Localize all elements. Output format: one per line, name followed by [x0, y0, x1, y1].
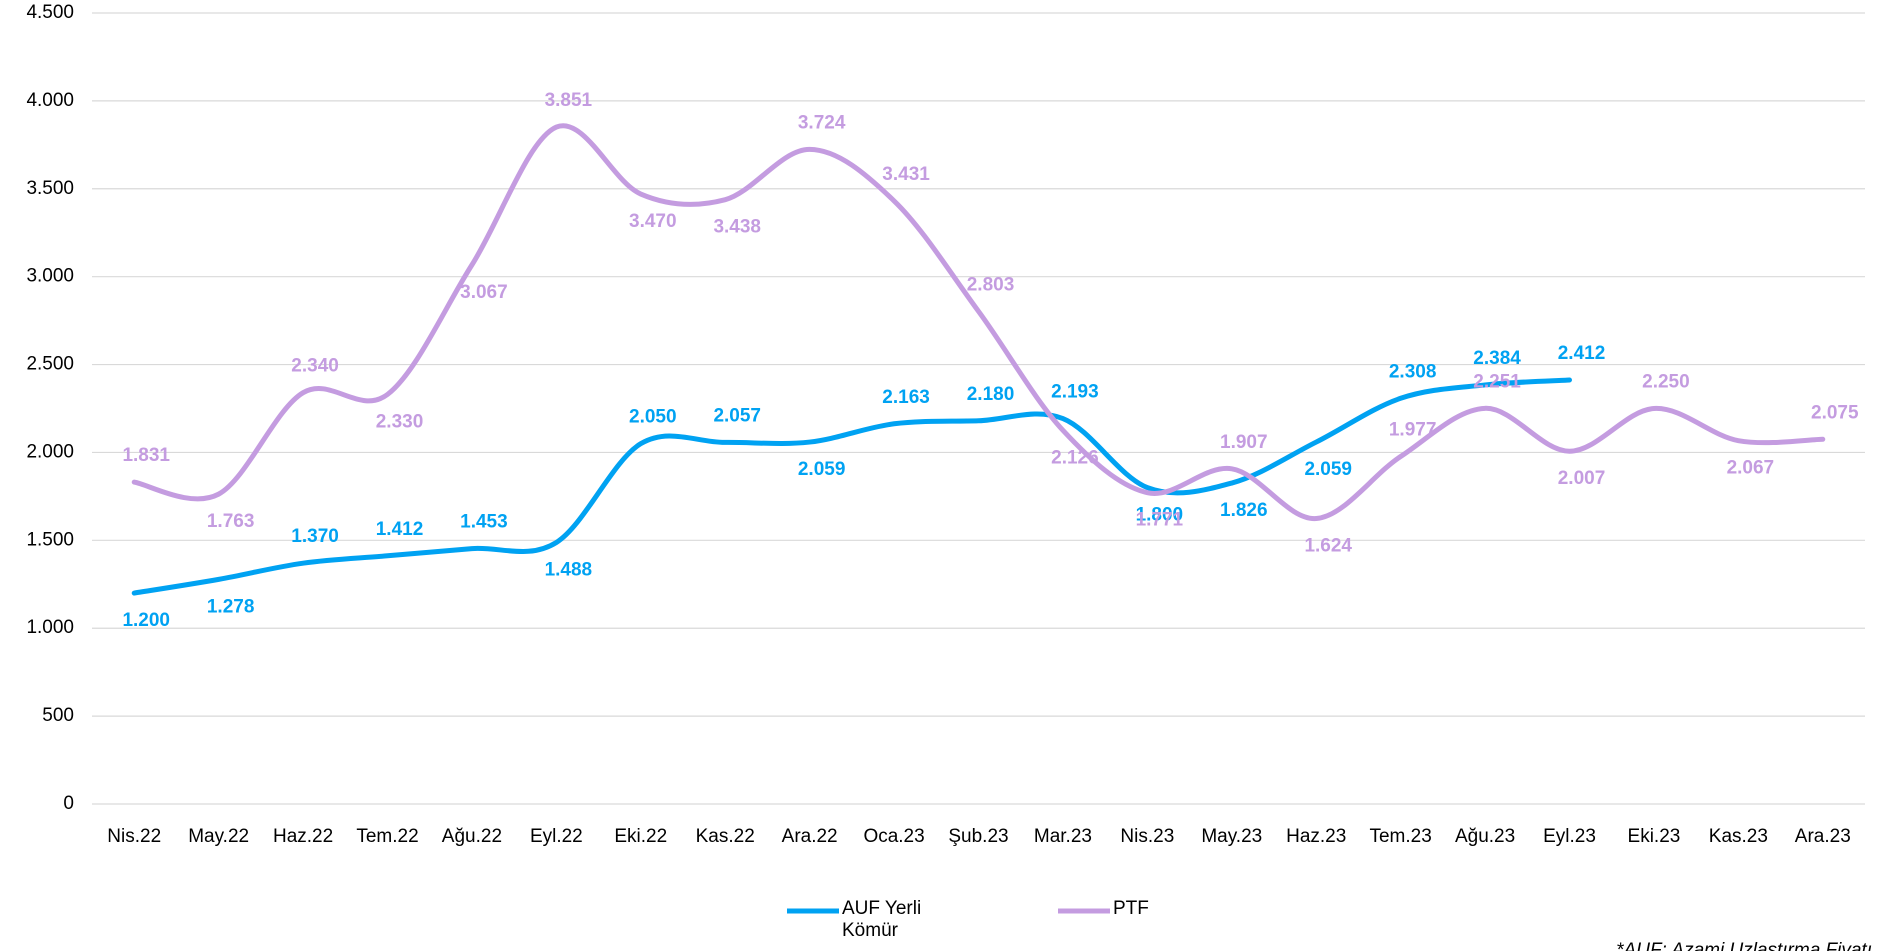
data-label: 2.193: [1051, 382, 1099, 403]
data-label: 1.800: [1136, 505, 1184, 526]
legend-label: PTF: [1113, 898, 1149, 919]
y-tick-label: 1.500: [26, 529, 74, 550]
x-tick-label: Eki.22: [614, 826, 667, 847]
data-label: 2.251: [1473, 371, 1521, 392]
x-tick-label: Ara.22: [782, 826, 838, 847]
y-tick-label: 2.500: [26, 354, 74, 375]
x-tick-label: Nis.23: [1120, 826, 1174, 847]
x-tick-label: Eyl.22: [530, 826, 583, 847]
line: [131, 377, 1572, 596]
x-tick-label: Şub.23: [948, 826, 1008, 847]
footnote: *AUF: Azami Uzlaştırma Fiyatı: [1616, 940, 1872, 951]
data-label: 2.384: [1473, 348, 1521, 369]
x-tick-label: Mar.23: [1034, 826, 1092, 847]
data-label: 2.007: [1558, 468, 1606, 489]
data-label: 2.330: [376, 411, 424, 432]
data-label: 1.488: [545, 559, 593, 580]
y-tick-label: 4.000: [26, 90, 74, 111]
x-tick-label: Eki.23: [1628, 826, 1681, 847]
x-tick-label: Tem.22: [356, 826, 418, 847]
y-tick-label: 1.000: [26, 617, 74, 638]
data-label: 1.831: [122, 445, 170, 466]
data-label: 1.200: [122, 610, 170, 631]
data-label: 2.250: [1642, 372, 1690, 393]
x-tick-label: Haz.22: [273, 826, 333, 847]
x-tick-label: Kas.23: [1709, 826, 1768, 847]
data-label: 2.803: [967, 274, 1015, 295]
data-label: 3.431: [882, 164, 930, 185]
x-tick-label: Ara.23: [1795, 826, 1851, 847]
data-label: 2.126: [1051, 447, 1099, 468]
data-label: 2.308: [1389, 361, 1437, 382]
data-label: 1.453: [460, 512, 508, 533]
x-tick-label: Nis.22: [107, 826, 161, 847]
data-label: 1.624: [1304, 536, 1352, 557]
data-label: 1.826: [1220, 500, 1268, 521]
data-label: 1.370: [291, 526, 339, 547]
data-label: 2.057: [713, 405, 761, 426]
data-label: 2.340: [291, 356, 339, 377]
x-tick-label: Tem.23: [1369, 826, 1431, 847]
x-tick-label: Haz.23: [1286, 826, 1346, 847]
data-label: 3.067: [460, 282, 508, 303]
y-tick-label: 0: [63, 793, 74, 814]
data-label: 3.470: [629, 211, 677, 232]
data-label: 1.771: [1136, 510, 1184, 531]
y-tick-label: 3.000: [26, 266, 74, 287]
data-label: 2.075: [1811, 402, 1859, 423]
y-tick-label: 3.500: [26, 178, 74, 199]
data-label: 3.724: [798, 112, 846, 133]
y-tick-label: 500: [42, 705, 74, 726]
x-tick-label: May.23: [1201, 826, 1262, 847]
data-label: 2.059: [1304, 459, 1352, 480]
x-tick-label: Ağu.22: [442, 826, 502, 847]
y-tick-label: 2.000: [26, 441, 74, 462]
x-tick-label: Oca.23: [863, 826, 924, 847]
data-label: 2.163: [882, 387, 930, 408]
legend-label: AUF Yerli Kömür: [842, 898, 922, 941]
data-label: 1.412: [376, 519, 424, 540]
line: [131, 123, 1826, 522]
y-tick-label: 4.500: [26, 2, 74, 23]
data-label: 1.907: [1220, 432, 1268, 453]
data-label: 2.050: [629, 407, 677, 428]
data-label: 2.180: [967, 384, 1015, 405]
data-label: 1.763: [207, 511, 255, 532]
data-label: 3.851: [545, 90, 593, 111]
x-tick-label: Ağu.23: [1455, 826, 1515, 847]
data-label: 2.067: [1727, 458, 1775, 479]
data-label: 2.412: [1558, 343, 1606, 364]
data-label: 2.059: [798, 459, 846, 480]
x-tick-label: Kas.22: [696, 826, 755, 847]
data-label: 1.977: [1389, 420, 1437, 441]
x-tick-label: Eyl.23: [1543, 826, 1596, 847]
data-label: 1.278: [207, 596, 255, 617]
x-tick-label: May.22: [188, 826, 249, 847]
data-label: 3.438: [713, 217, 761, 238]
